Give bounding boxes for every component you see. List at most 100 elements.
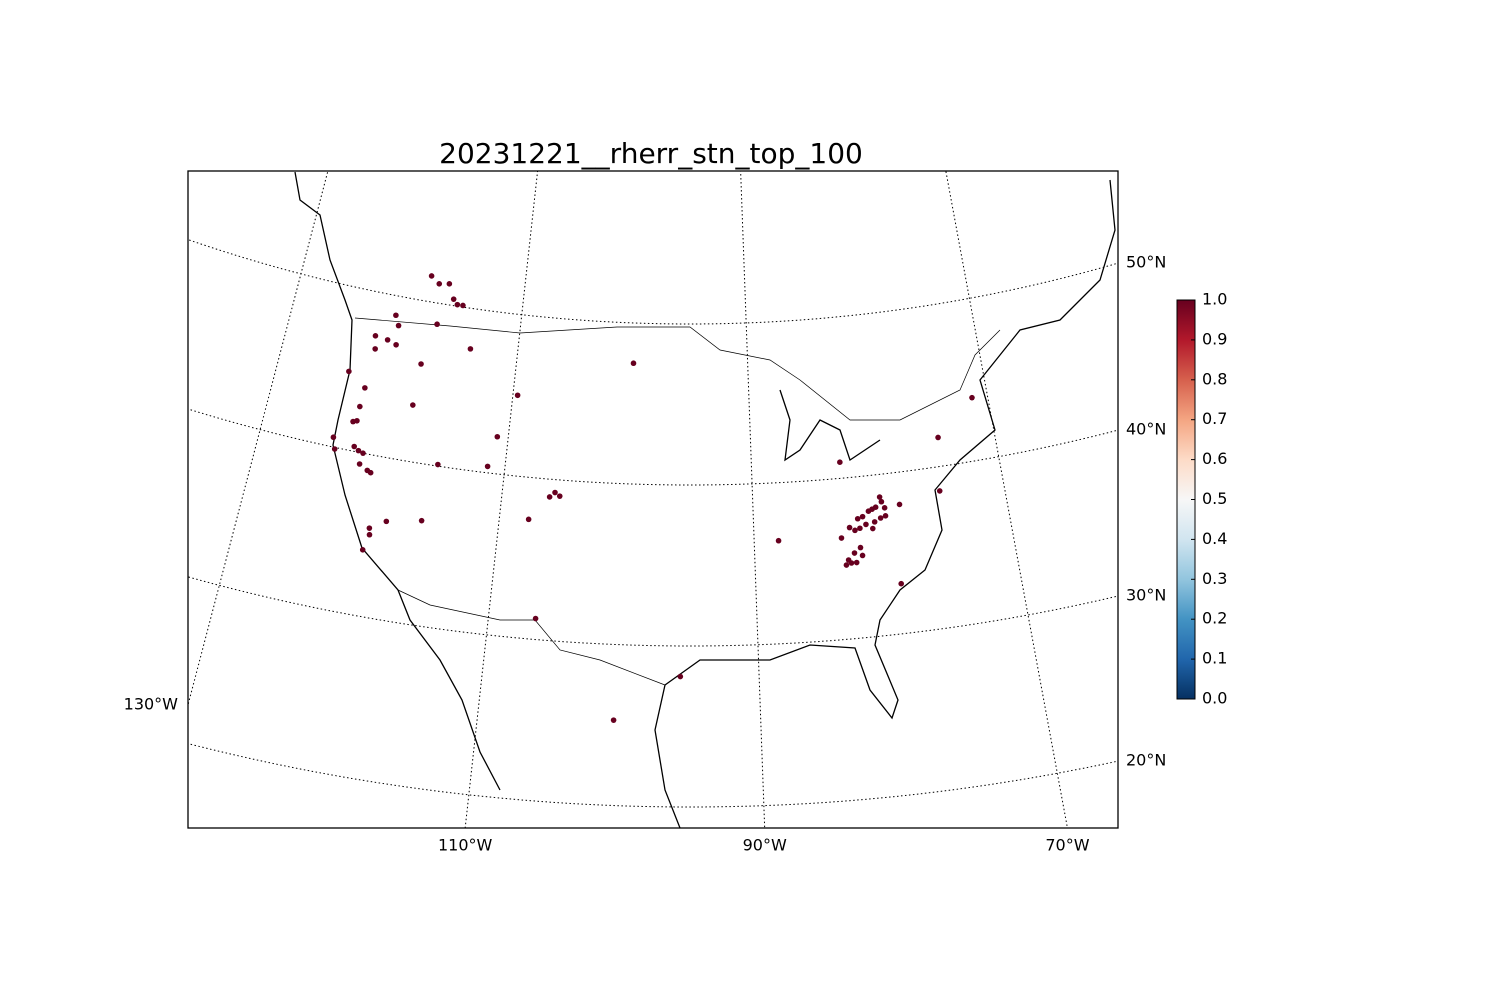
station-dot [393, 341, 399, 348]
station-dot [418, 361, 424, 367]
colorbar-tick-label: 0.4 [1202, 529, 1227, 548]
station-dot [450, 296, 457, 302]
meridian [945, 171, 1068, 828]
station-dot [877, 515, 884, 521]
station-dot [854, 515, 861, 522]
station-dot [346, 368, 352, 375]
coastline [294, 171, 501, 791]
station-dot [384, 337, 391, 343]
station-dot [484, 463, 491, 470]
station-dot [896, 501, 903, 508]
colorbar-tick-label: 0.3 [1202, 569, 1227, 588]
station-dot [366, 531, 373, 538]
map-frame [187, 170, 1119, 829]
map-body [188, 171, 1118, 828]
station-dot [410, 402, 416, 408]
station-dot [630, 360, 637, 367]
station-dot [865, 508, 872, 515]
station-dot [556, 493, 563, 499]
station-dot [359, 547, 366, 553]
station-dot [362, 385, 368, 391]
meridian [188, 171, 329, 707]
parallel [188, 239, 1118, 325]
station-dot [857, 544, 864, 551]
station-dot [434, 321, 440, 328]
station-dot [859, 513, 866, 520]
x-tick-label: 130°W [124, 694, 179, 713]
us-canada-border [354, 317, 1001, 421]
us-mexico-border [397, 589, 666, 686]
station-dot [532, 615, 539, 622]
station-dot [859, 552, 866, 559]
colorbar-tick-label: 0.7 [1202, 409, 1227, 428]
station-dot [969, 394, 975, 401]
meridian [464, 171, 539, 828]
station-dot [367, 469, 374, 476]
station-dot [851, 550, 858, 556]
station-dot [350, 418, 356, 425]
station-dot [372, 346, 378, 352]
colorbar-tick-label: 1.0 [1202, 290, 1227, 309]
colorbar-tick-label: 0.8 [1202, 369, 1227, 388]
station-dot [355, 447, 362, 454]
colorbar-tick-label: 0.0 [1202, 689, 1227, 708]
x-tick-label: 70°W [1045, 836, 1089, 855]
station-dot [330, 434, 337, 441]
station-dot [357, 403, 363, 410]
station-dot [393, 312, 399, 319]
chart-title: 20231221__rherr_stn_top_100 [439, 137, 863, 170]
station-dot [383, 518, 390, 525]
station-dot [871, 519, 878, 525]
station-dot [366, 525, 373, 531]
station-dot [869, 525, 876, 532]
station-dot [882, 513, 889, 519]
station-dot [843, 562, 850, 568]
y-tick-label: 30°N [1126, 586, 1166, 605]
station-dot [454, 301, 461, 308]
meridian [740, 171, 766, 828]
station-dot [331, 446, 338, 452]
x-tick-label: 90°W [743, 836, 787, 855]
y-tick-label: 40°N [1126, 420, 1166, 439]
x-tick-label: 110°W [438, 836, 493, 855]
station-dot [878, 498, 885, 505]
colorbar-tick-label: 0.2 [1202, 609, 1227, 628]
station-dot [898, 580, 905, 587]
colorbar-tick-label: 0.5 [1202, 489, 1227, 508]
colorbar-tick-label: 0.9 [1202, 329, 1227, 348]
station-dot [525, 516, 532, 523]
station-dot [494, 433, 501, 440]
station-dot [935, 434, 941, 441]
station-dot [853, 559, 860, 566]
colorbar-tick-label: 0.1 [1202, 649, 1227, 668]
station-dot [852, 527, 858, 534]
station-dot [876, 494, 883, 500]
station-dot [436, 280, 443, 287]
station-dot [857, 525, 863, 532]
station-dot [838, 535, 845, 541]
station-dot [936, 488, 943, 494]
station-dot [446, 281, 453, 287]
station-dot [552, 489, 558, 496]
station-dot [514, 392, 521, 399]
y-tick-label: 50°N [1126, 253, 1166, 272]
parallel [188, 408, 1118, 486]
station-dot [863, 521, 869, 528]
station-dot [372, 333, 379, 339]
colorbar-tick-label: 0.6 [1202, 449, 1227, 468]
parallel [188, 743, 1118, 808]
station-dot [546, 494, 553, 500]
station-dot [356, 461, 363, 467]
y-tick-label: 20°N [1126, 751, 1166, 770]
parallel [188, 576, 1118, 647]
station-dot [610, 717, 617, 723]
station-dot [360, 450, 366, 456]
graticule [188, 171, 1118, 828]
stations [330, 273, 975, 723]
station-dot [460, 302, 466, 309]
station-dot [677, 673, 684, 680]
lake-coast [779, 389, 881, 462]
station-dot [428, 273, 435, 279]
coastline [654, 179, 1116, 828]
